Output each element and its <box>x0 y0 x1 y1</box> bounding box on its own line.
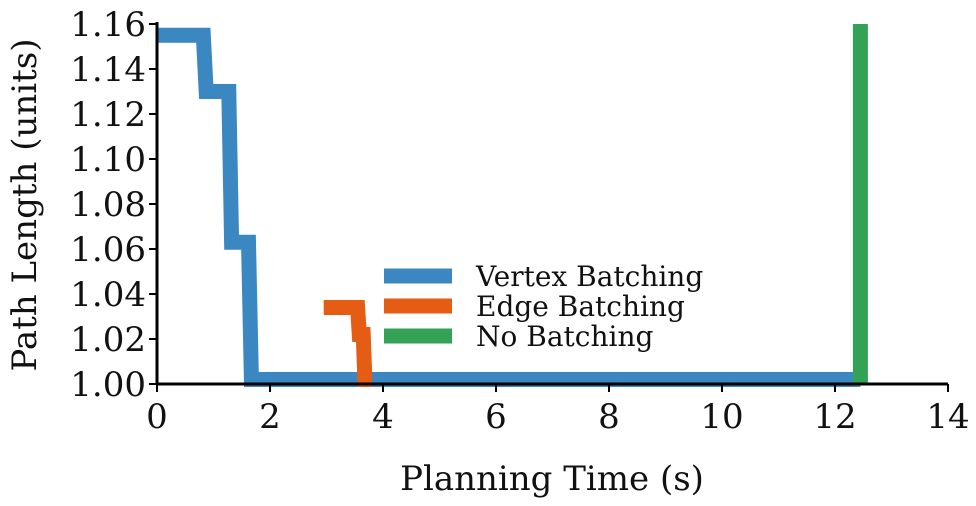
y-tick-label: 1.06 <box>70 230 146 270</box>
legend-label-vertex-batching: Vertex Batching <box>475 260 703 293</box>
series-marks <box>157 24 868 387</box>
y-tick-label: 1.10 <box>70 140 146 180</box>
x-tick-label: 8 <box>598 397 620 437</box>
y-tick-label: 1.14 <box>70 50 146 90</box>
x-tick-label: 10 <box>700 397 743 437</box>
x-tick-label: 4 <box>372 397 394 437</box>
series-line-vertex-batching <box>157 27 861 387</box>
y-tick-label: 1.08 <box>70 185 146 225</box>
y-axis-title: Path Length (units) <box>5 38 45 371</box>
legend-label-no-batching: No Batching <box>476 320 653 353</box>
y-tick-label: 1.04 <box>70 275 146 315</box>
y-tick-label: 1.12 <box>70 95 146 135</box>
x-tick-label: 6 <box>485 397 507 437</box>
y-tick-label: 1.02 <box>70 320 146 360</box>
x-tick-label: 12 <box>813 397 856 437</box>
x-tick-label: 0 <box>146 397 168 437</box>
x-axis-title: Planning Time (s) <box>400 459 704 499</box>
axes: 0 2 4 6 8 10 12 14 1.00 1.02 1.04 1.06 1.08 1.10 1.12 1… <box>70 5 969 437</box>
y-tick-label: 1.16 <box>70 5 146 45</box>
x-tick-label: 2 <box>259 397 281 437</box>
series-line-edge-batching <box>323 300 373 387</box>
legend-label-edge-batching: Edge Batching <box>476 290 685 323</box>
y-tick-label: 1.00 <box>70 365 146 405</box>
x-tick-label: 14 <box>926 397 969 437</box>
